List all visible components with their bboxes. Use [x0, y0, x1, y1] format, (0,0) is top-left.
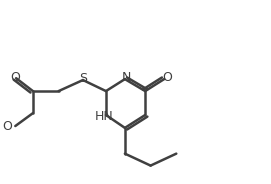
- Text: HN: HN: [95, 110, 114, 123]
- Text: N: N: [122, 71, 131, 84]
- Text: O: O: [10, 71, 20, 84]
- Text: O: O: [3, 120, 12, 132]
- Text: O: O: [162, 71, 172, 84]
- Text: S: S: [79, 72, 87, 85]
